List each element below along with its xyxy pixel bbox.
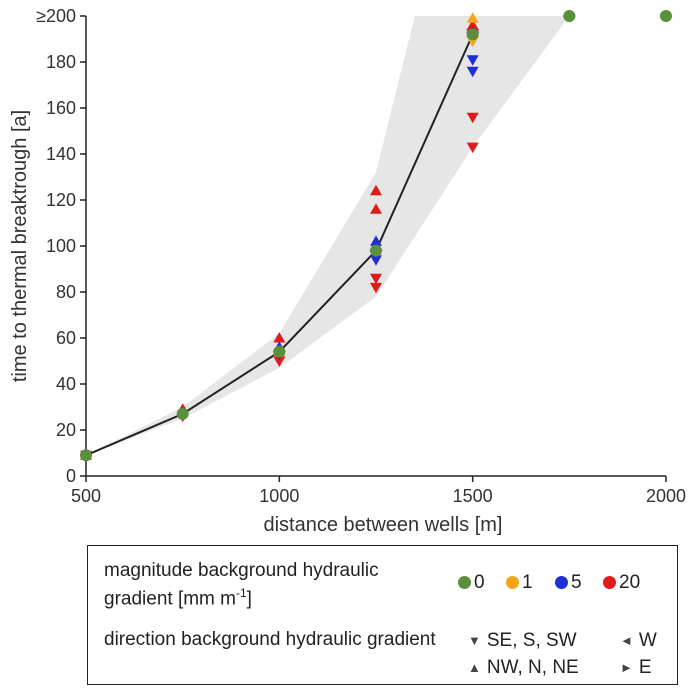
marker-down-5 — [466, 55, 479, 66]
legend-direction-north-label: NW, N, NE — [486, 657, 579, 678]
triangle-down-icon: ▼ — [468, 633, 481, 648]
marker-up-20 — [370, 184, 382, 196]
legend-direction-north: ▲ NW, N, NE — [468, 656, 579, 679]
y-tick-label: 120 — [46, 190, 76, 210]
legend-dot-icon — [555, 576, 568, 589]
marker-down-20 — [370, 282, 382, 294]
marker-dot-0 — [466, 28, 479, 41]
legend-magnitude-superscript: -1 — [235, 586, 247, 600]
marker-down-20 — [466, 112, 479, 124]
marker-down-5 — [370, 255, 382, 266]
x-tick-label: 1500 — [453, 486, 493, 506]
triangle-left-icon: ◄ — [620, 633, 633, 648]
x-axis-label: distance between wells [m] — [263, 514, 502, 536]
legend: magnitude background hydraulic gradient … — [87, 545, 678, 685]
marker-dot-0 — [660, 10, 672, 22]
y-axis-label: time to thermal breaktrough [a] — [9, 110, 31, 382]
marker-down-20 — [273, 356, 286, 367]
legend-dot-icon — [506, 576, 519, 589]
marker-down-20 — [466, 142, 479, 154]
legend-direction-east-label: E — [638, 657, 652, 678]
marker-down-20 — [370, 273, 382, 285]
legend-magnitude-1-label: 1 — [522, 572, 533, 593]
legend-direction-west-label: W — [638, 630, 657, 651]
y-tick-label: 140 — [46, 144, 76, 164]
legend-direction-south-label: SE, S, SW — [486, 630, 577, 651]
legend-magnitude-title: magnitude background hydraulic gradient … — [104, 559, 444, 610]
legend-magnitude-0-label: 0 — [474, 572, 485, 593]
legend-magnitude-title-text: magnitude background hydraulic gradient … — [104, 560, 379, 610]
triangle-right-icon: ► — [620, 660, 633, 675]
y-tick-label: 20 — [56, 420, 76, 440]
y-tick-label: 0 — [66, 466, 76, 486]
marker-up-20 — [466, 19, 479, 30]
legend-magnitude-5: 5 — [555, 571, 582, 594]
marker-up-20 — [370, 203, 382, 214]
x-tick-label: 1000 — [259, 486, 299, 506]
y-tick-label: 60 — [56, 328, 76, 348]
chart: 500 1000 1500 2000 0 20 40 60 80 100 120 140 160 180 ≥… — [9, 6, 686, 536]
y-tick-label: 160 — [46, 98, 76, 118]
legend-direction-east: ► E — [620, 656, 652, 679]
marker-dot-0 — [176, 407, 189, 420]
y-tick-label: 40 — [56, 374, 76, 394]
y-tick-label: 80 — [56, 282, 76, 302]
y-tick-label: ≥200 — [36, 6, 76, 26]
legend-magnitude-1: 1 — [506, 571, 533, 594]
y-tick-label: 100 — [46, 236, 76, 256]
legend-direction-title: direction background hydraulic gradient — [104, 629, 436, 650]
marker-down-5 — [466, 66, 479, 78]
y-tick-label: 180 — [46, 52, 76, 72]
marker-dot-0 — [80, 449, 92, 462]
legend-magnitude-5-label: 5 — [571, 572, 582, 593]
x-tick-label: 2000 — [646, 486, 686, 506]
triangle-up-icon: ▲ — [468, 660, 481, 675]
marker-dot-0 — [273, 345, 286, 358]
marker-up-20 — [273, 332, 286, 343]
marker-dot-0 — [563, 10, 576, 22]
marker-dot-0 — [370, 244, 382, 257]
legend-direction-west: ◄ W — [620, 629, 657, 652]
x-tick-label: 500 — [71, 486, 101, 506]
legend-magnitude-close: ] — [246, 588, 252, 610]
legend-magnitude-20-label: 20 — [619, 572, 641, 593]
legend-magnitude-20: 20 — [603, 571, 640, 594]
legend-direction-south: ▼ SE, S, SW — [468, 629, 577, 652]
legend-magnitude-0: 0 — [458, 571, 485, 594]
legend-dot-icon — [458, 576, 471, 589]
marker-up-1 — [466, 12, 479, 23]
legend-dot-icon — [603, 576, 616, 589]
marker-up-5 — [370, 235, 382, 246]
